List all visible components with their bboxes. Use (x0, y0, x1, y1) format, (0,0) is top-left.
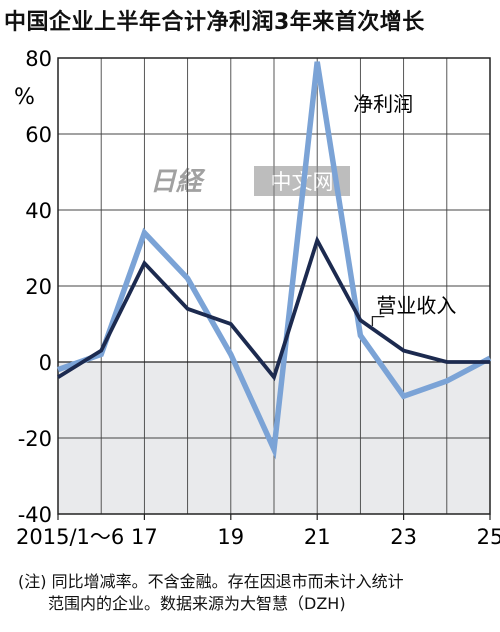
y-axis: -40 -20 0 20 40 60 80 (18, 47, 52, 527)
y-tick-label: 20 (25, 275, 52, 299)
footnote-prefix: (注) (18, 572, 47, 591)
y-tick-label: -40 (18, 503, 52, 527)
footnote: (注) 同比增减率。不含金融。存在因退市而未计入统计 范围内的企业。数据来源为大… (18, 571, 498, 615)
series-label-leader (371, 315, 385, 326)
series-line-0 (57, 61, 492, 460)
x-tick-label: 2015/1～6 (16, 525, 124, 549)
line-chart: -40 -20 0 20 40 60 80 2015/1～6 17 19 21 23 25 % 日経 … (14, 47, 500, 549)
x-tick-label: 23 (390, 525, 417, 549)
x-tick-label: 25 (477, 525, 500, 549)
series-layer (57, 61, 492, 460)
plot-frame (57, 57, 491, 515)
chart-title: 中国企业上半年合计净利润3年来首次增长 (4, 10, 425, 35)
y-tick-label: -20 (18, 427, 52, 451)
footnote-line-2: 范围内的企业。数据来源为大智慧（DZH) (48, 594, 346, 613)
x-axis: 2015/1～6 17 19 21 23 25 (16, 514, 500, 549)
watermark: 日経 中文网 (150, 166, 350, 197)
watermark-logo: 日経 (150, 167, 206, 197)
grid-lines (58, 58, 490, 514)
x-tick-label: 21 (304, 525, 331, 549)
y-tick-label: 40 (25, 199, 52, 223)
series-label-revenue: 营业收入 (376, 294, 456, 318)
y-tick-label: 0 (39, 351, 52, 375)
series-label-net-profit: 净利润 (353, 92, 413, 116)
y-tick-label: 80 (25, 47, 52, 71)
series-line-1 (57, 235, 490, 382)
unit-label: % (14, 85, 35, 110)
x-tick-label: 19 (217, 525, 244, 549)
footnote-line-1: 同比增减率。不含金融。存在因退市而未计入统计 (51, 572, 404, 591)
x-tick-label: 17 (131, 525, 158, 549)
y-tick-label: 60 (25, 123, 52, 147)
